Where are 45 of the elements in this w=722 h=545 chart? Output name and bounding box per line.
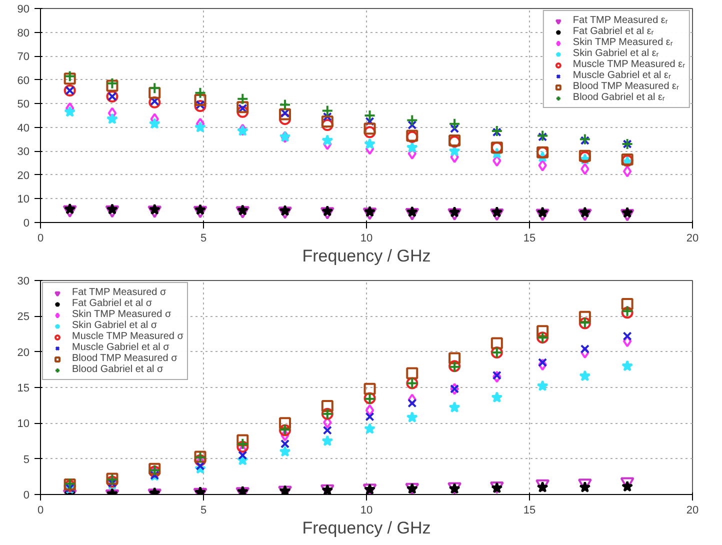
y-tick-label: 60: [17, 74, 30, 87]
x-tick-label: 0: [37, 504, 44, 516]
y-tick-label: 70: [17, 51, 30, 64]
y-tick-label: 25: [17, 311, 30, 324]
x-tick-label: 5: [200, 504, 207, 516]
legend-label: Skin Gabriel et al εᵣ: [572, 48, 659, 59]
x-tick-label: 10: [360, 232, 373, 244]
y-tick-label: 90: [17, 4, 30, 16]
y-tick-label: 10: [17, 194, 30, 206]
legend-label: Fat TMP Measured εᵣ: [572, 15, 668, 26]
legend-label: Blood Gabriel et al εᵣ: [572, 92, 665, 103]
x-tick-label: 20: [686, 504, 699, 516]
y-tick-label: 50: [17, 98, 30, 111]
legend-label: Blood Gabriel et al σ: [72, 364, 164, 375]
x-tick-label: 0: [37, 232, 44, 244]
y-tick-label: 30: [17, 146, 30, 158]
legend-label: Skin TMP Measured εᵣ: [572, 37, 673, 48]
x-axis-title: Frequency / GHz: [302, 246, 431, 266]
legend-label: Muscle Gabriel et al σ: [72, 342, 170, 353]
legend-label: Skin TMP Measured σ: [72, 309, 172, 320]
y-tick-label: 80: [17, 27, 30, 40]
legend-label: Fat TMP Measured σ: [72, 287, 166, 298]
legend-label: Fat Gabriel et al σ: [72, 298, 152, 309]
y-tick-label: 15: [17, 382, 30, 394]
x-tick-label: 15: [523, 504, 536, 516]
x-tick-label: 15: [523, 232, 536, 244]
legend-label: Skin Gabriel et al σ: [72, 320, 158, 331]
y-tick-label: 10: [17, 418, 30, 430]
y-tick-label: 40: [17, 122, 30, 134]
y-tick-label: 20: [17, 170, 30, 182]
y-tick-label: 20: [17, 346, 30, 359]
x-tick-label: 5: [200, 232, 207, 244]
x-axis-title: Frequency / GHz: [302, 518, 431, 538]
legend-label: Fat Gabriel et al εᵣ: [572, 26, 654, 37]
legend-label: Muscle TMP Measured εᵣ: [572, 59, 685, 70]
y-tick-label: 0: [23, 490, 30, 502]
legend-label: Muscle Gabriel et al εᵣ: [572, 70, 671, 81]
legend-label: Muscle TMP Measured σ: [72, 331, 184, 342]
x-tick-label: 10: [360, 504, 373, 516]
legend-label: Blood TMP Measured σ: [72, 353, 178, 364]
legend-label: Blood TMP Measured εᵣ: [572, 81, 679, 92]
y-tick-label: 5: [23, 454, 30, 466]
y-tick-label: 30: [17, 276, 30, 288]
y-tick-label: 0: [23, 218, 30, 230]
x-tick-label: 20: [686, 232, 699, 244]
